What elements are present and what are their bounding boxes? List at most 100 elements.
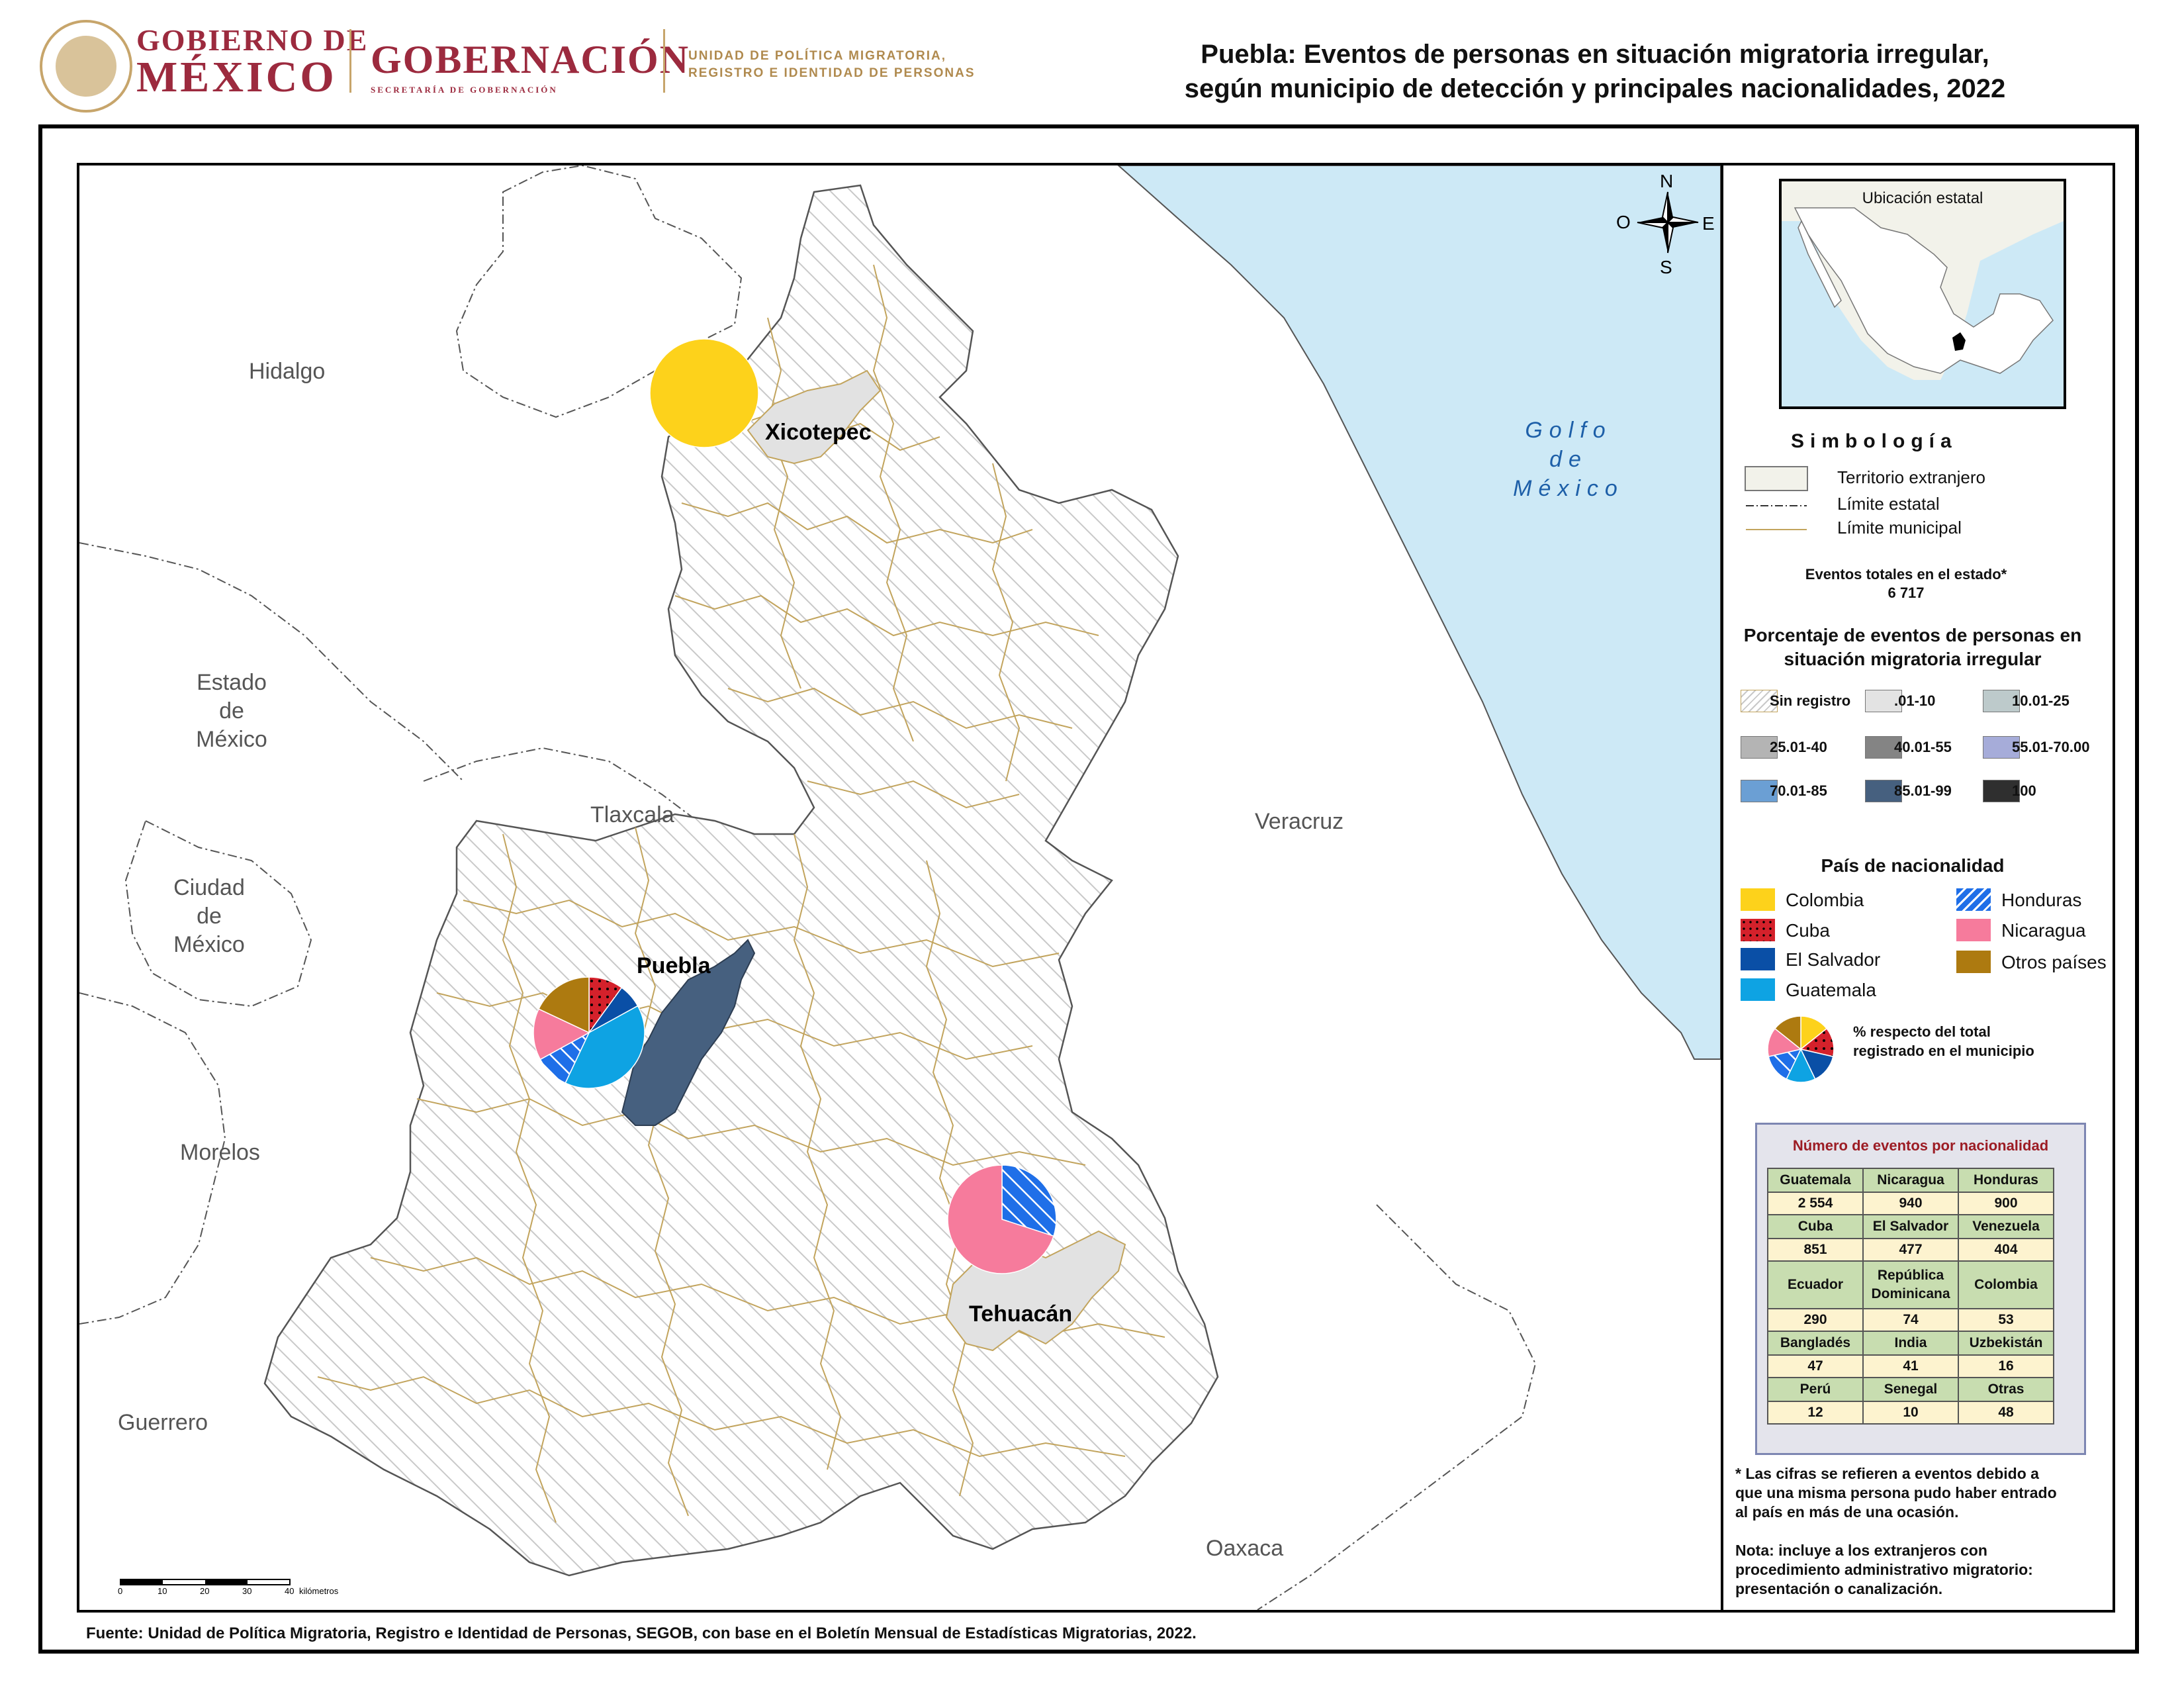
- eventos-value: 6 717: [1888, 585, 1925, 601]
- pie-slice-guatemala: [565, 1005, 645, 1089]
- simbologia-title: Simbología: [1791, 430, 1958, 452]
- nationality-label: El Salvador: [1786, 949, 1881, 970]
- scale-10: 10: [158, 1586, 167, 1596]
- line-swatches: [1746, 505, 1807, 530]
- gob-line2: MÉXICO: [136, 53, 337, 101]
- unit-line1: UNIDAD DE POLÍTICA MIGRATORIA,: [688, 49, 947, 63]
- pie-slice-otros-paises: [537, 976, 590, 1034]
- gulf-of-mexico: [1117, 165, 1721, 1060]
- class-swatch: [1983, 736, 2020, 759]
- puebla-capital-municipality: [621, 939, 756, 1126]
- nationality-swatch: [1741, 888, 1775, 911]
- eventos-label: Eventos totales en el estado*: [1805, 566, 2007, 583]
- table-header-cell: Colombia: [1958, 1260, 2054, 1309]
- class-swatch: [1741, 780, 1778, 802]
- scale-bar: [120, 1579, 291, 1585]
- secretaria-text: SECRETARÍA DE GOBERNACIÓN: [371, 85, 558, 95]
- map-frame: [77, 163, 2115, 1613]
- table-header-cell: Senegal: [1862, 1377, 1959, 1402]
- scale-20: 20: [200, 1586, 210, 1596]
- nota-2: procedimiento administrativo migratorio:: [1735, 1561, 2033, 1578]
- class-swatch: [1865, 690, 1902, 712]
- label-estado-de-mexico: Estado de México: [179, 669, 285, 754]
- table-value-row: 290 74 53: [1767, 1308, 2054, 1332]
- sample-pie-group: [1767, 1015, 1835, 1083]
- table-header-row: Ecuador República Dominicana Colombia: [1767, 1260, 2054, 1309]
- national-seal-icon: [40, 20, 132, 113]
- nota: Nota: incluye a los extranjeros con proc…: [1735, 1541, 2033, 1599]
- title-line1: Puebla: Eventos de personas en situación…: [1201, 40, 1989, 69]
- table-value-row: 47 41 16: [1767, 1354, 2054, 1378]
- swatch-territorio: [1745, 466, 1808, 491]
- edomex-2: de: [219, 698, 244, 724]
- golfo-1: Golfo: [1525, 418, 1612, 443]
- nationality-table: Guatemala Nicaragua Honduras 2 554 940 900 Cub…: [1767, 1168, 2054, 1425]
- class-label: 70.01-85: [1770, 782, 1827, 799]
- class-label: 85.01-99: [1894, 782, 1952, 799]
- label-xicotepec: Xicotepec: [765, 420, 872, 445]
- table-value-cell: 53: [1958, 1308, 2054, 1332]
- table-value-cell: 2 554: [1767, 1192, 1864, 1215]
- table-header-cell: Otras: [1958, 1377, 2054, 1402]
- label-veracruz: Veracruz: [1255, 809, 1344, 834]
- table-value-cell: 12: [1767, 1401, 1864, 1425]
- porcentaje-line2: situación migratoria irregular: [1784, 649, 2042, 669]
- table-header-cell: República Dominicana: [1862, 1260, 1959, 1309]
- pie-puebla: [533, 976, 645, 1089]
- class-label: 25.01-40: [1770, 739, 1827, 755]
- footnote-2: que una misma persona pudo haber entrado: [1735, 1484, 2057, 1501]
- nationality-swatch: [1956, 888, 1991, 911]
- table-value-row: 851 477 404: [1767, 1238, 2054, 1262]
- class-swatch: [1741, 736, 1778, 759]
- label-territorio: Territorio extranjero: [1837, 467, 1985, 487]
- class-label: Sin registro: [1770, 692, 1851, 709]
- label-ciudad-de-mexico: Ciudad de México: [156, 874, 262, 959]
- gobierno-logo: GOBIERNO DE MÉXICO: [136, 25, 368, 99]
- inset-map-svg: [1782, 181, 2064, 406]
- state-boundaries: [79, 165, 1537, 1610]
- class-swatch: [1865, 736, 1902, 759]
- table-header-row: Perú Senegal Otras: [1767, 1377, 2054, 1402]
- class-swatch: [1865, 780, 1902, 802]
- table-header-row: Guatemala Nicaragua Honduras: [1767, 1168, 2054, 1193]
- pais-title: País de nacionalidad: [1821, 855, 2005, 876]
- nationality-swatch: [1741, 978, 1775, 1001]
- legend-divider: [1721, 163, 1723, 1613]
- compass-e: E: [1702, 213, 1715, 234]
- compass-s: S: [1660, 257, 1672, 277]
- table-value-row: 2 554 940 900: [1767, 1192, 2054, 1215]
- outer-frame: [38, 124, 2139, 1654]
- compass-n: N: [1660, 171, 1674, 191]
- table-header-row: Cuba El Salvador Venezuela: [1767, 1214, 2054, 1239]
- class-label: .01-10: [1894, 692, 1936, 709]
- xicotepec-municipality: [747, 369, 882, 465]
- label-tlaxcala: Tlaxcala: [590, 802, 674, 827]
- inset-puebla: [1952, 332, 1966, 351]
- table-header-cell: India: [1862, 1331, 1959, 1356]
- scale-unit: kilómetros: [299, 1586, 339, 1596]
- table-header-cell: El Salvador: [1862, 1214, 1959, 1239]
- legend-sample-pie: [1767, 1015, 1835, 1083]
- seal-center: [56, 36, 116, 97]
- title-line2: según municipio de detección y principal…: [1184, 74, 2006, 103]
- inset-title: Ubicación estatal: [1862, 189, 1983, 207]
- class-label: 40.01-55: [1894, 739, 1952, 755]
- table-header-cell: Guatemala: [1767, 1168, 1864, 1193]
- porcentaje-title: Porcentaje de eventos de personas en sit…: [1727, 624, 2098, 671]
- nationality-swatch: [1956, 951, 1991, 973]
- table-value-cell: 851: [1767, 1238, 1864, 1262]
- label-limite-municipal: Límite municipal: [1837, 518, 1962, 538]
- porcentaje-line1: Porcentaje de eventos de personas en: [1743, 625, 2082, 645]
- pct-note-1: % respecto del total: [1853, 1023, 1991, 1040]
- class-label: 10.01-25: [2012, 692, 2070, 709]
- label-guerrero: Guerrero: [118, 1410, 208, 1435]
- table-header-cell: Cuba: [1767, 1214, 1864, 1239]
- label-limite-estatal: Límite estatal: [1837, 494, 1940, 514]
- table-value-cell: 74: [1862, 1308, 1959, 1332]
- pct-note-2: registrado en el municipio: [1853, 1043, 2034, 1059]
- table-value-cell: 404: [1958, 1238, 2054, 1262]
- table-value-cell: 940: [1862, 1192, 1959, 1215]
- class-swatch: [1983, 690, 2020, 712]
- pie-slice-otros-paises: [1774, 1015, 1801, 1051]
- unit-line2: REGISTRO E IDENTIDAD DE PERSONAS: [688, 66, 976, 80]
